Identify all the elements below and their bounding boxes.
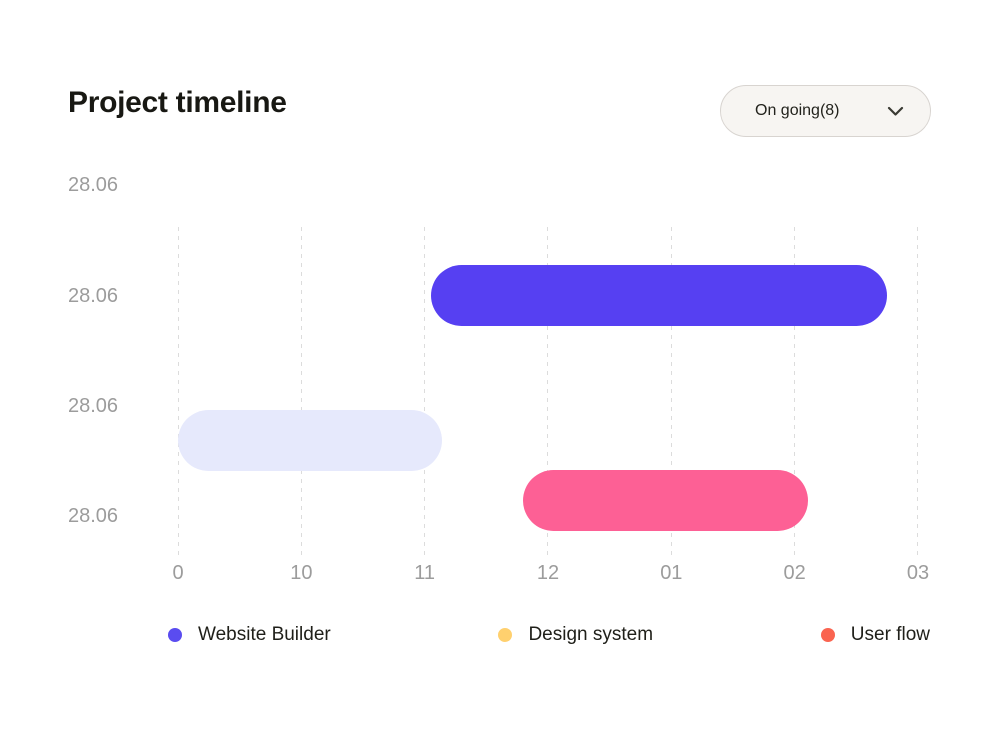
gridline	[547, 227, 549, 557]
y-axis-row-label: 28.06	[68, 505, 119, 527]
legend-label: Website Builder	[198, 624, 331, 645]
gridline	[670, 227, 672, 557]
status-filter-dropdown[interactable]: On going(8)	[720, 85, 931, 137]
x-axis-tick-label: 03	[906, 562, 930, 584]
legend-dot-icon	[168, 628, 182, 642]
x-axis-tick-label: 12	[536, 562, 560, 584]
x-axis-tick-label: 02	[783, 562, 806, 584]
x-axis-tick-label: 01	[660, 562, 683, 584]
gridline	[917, 227, 919, 557]
legend-dot-icon	[820, 628, 835, 642]
gridline	[424, 227, 426, 557]
gantt-bar[interactable]	[178, 410, 442, 471]
y-axis-row-label: 28.06	[68, 174, 119, 196]
y-axis-row-label: 28.06	[68, 285, 119, 307]
y-axis-row-label: 28.06	[68, 395, 119, 417]
legend-label: Design system	[528, 624, 654, 645]
legend-label: User flow	[850, 624, 930, 645]
gridline	[794, 227, 796, 557]
gridline	[177, 227, 179, 557]
legend-dot-icon	[498, 628, 513, 642]
gantt-bar[interactable]	[430, 265, 888, 326]
chevron-down-icon	[887, 106, 904, 116]
status-filter-label: On going(8)	[755, 102, 840, 119]
gantt-bar[interactable]	[523, 470, 809, 531]
x-axis-tick-label: 0	[172, 562, 184, 584]
x-axis-tick-label: 11	[414, 562, 436, 584]
chart-legend: Website Builder Design system User flow	[168, 624, 930, 646]
legend-item[interactable]: User flow	[820, 624, 930, 646]
x-axis-tick-label: 10	[290, 562, 313, 584]
gridline	[300, 227, 302, 557]
page-title: Project timeline	[68, 86, 287, 119]
legend-item[interactable]: Website Builder	[168, 624, 331, 646]
legend-item[interactable]: Design system	[498, 624, 653, 646]
